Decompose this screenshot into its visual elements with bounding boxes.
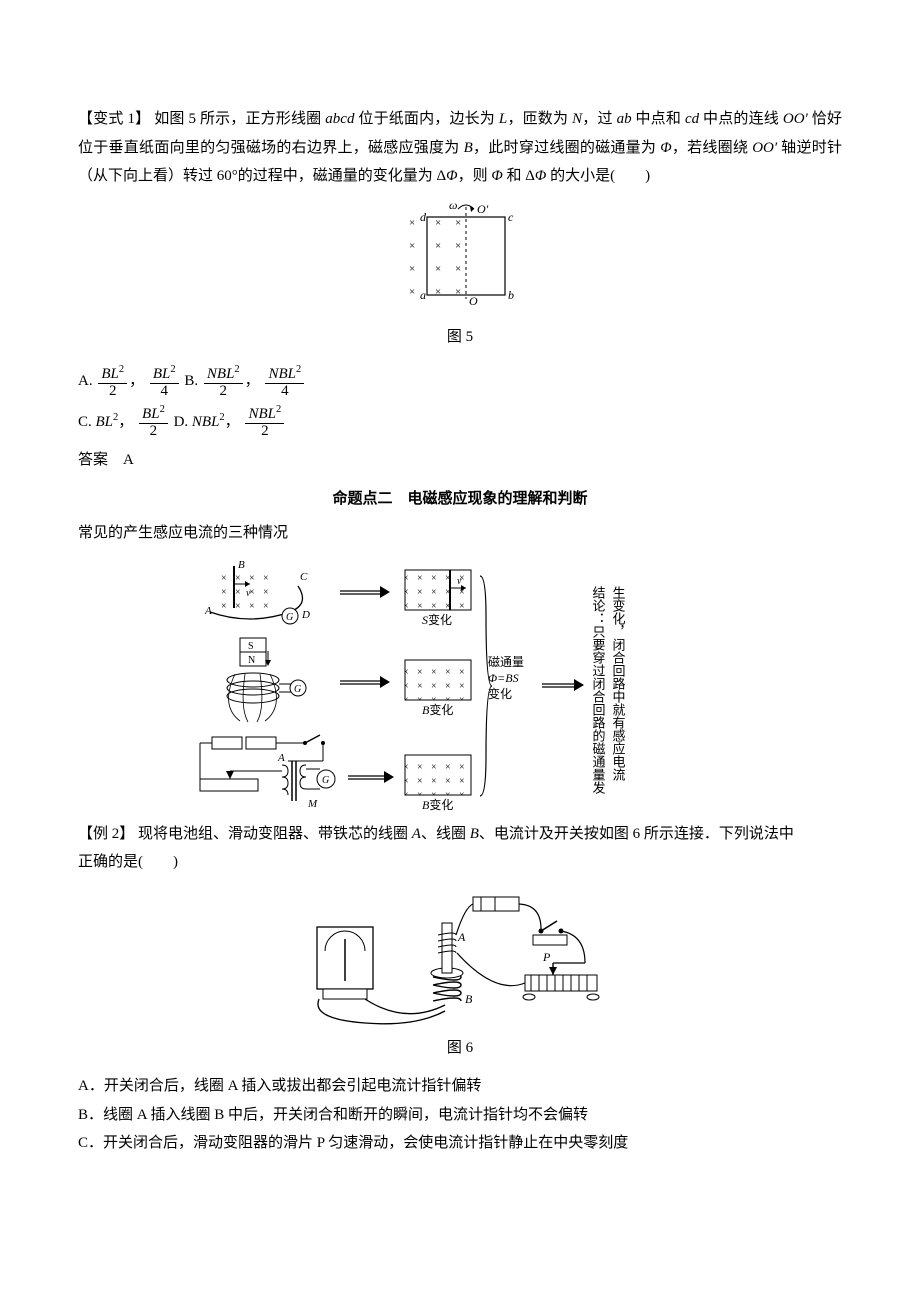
svg-text:×: ×	[455, 263, 461, 275]
opt-A-frac2: BL24	[150, 364, 179, 400]
svg-text:D: D	[301, 609, 310, 621]
svg-text:×: ×	[435, 286, 441, 298]
opt-D-frac2: NBL22	[245, 404, 284, 440]
conclusion-col2: 生变化，闭合回路中就有感应电流	[611, 586, 626, 781]
fig5-d: d	[420, 210, 427, 224]
opt2-C: C．开关闭合后，滑动变阻器的滑片 P 匀速滑动，会使电流计指针静止在中央零刻度	[78, 1129, 842, 1158]
opt-B-frac2: NBL24	[265, 364, 304, 400]
opt2-B: B．线圈 A 插入线圈 B 中后，开关闭合和断开的瞬间，电流计指针均不会偏转	[78, 1101, 842, 1130]
fig6-P: P	[542, 950, 551, 964]
fig5-O: O	[469, 294, 478, 308]
svg-text:×: ×	[435, 240, 441, 252]
figure5: × × × × × × × × × × × × d c a b O O′ ω	[78, 199, 842, 319]
opt-B-prefix: B.	[184, 373, 198, 389]
fig5-c: c	[508, 210, 514, 224]
section2-subhead: 常见的产生感应电流的三种情况	[78, 519, 842, 548]
svg-text:×: ×	[409, 217, 415, 229]
diagram-main: × G A B C D v v S变化	[78, 556, 842, 816]
svg-text:×: ×	[455, 240, 461, 252]
opt-B-frac1: NBL22	[204, 364, 243, 400]
svg-text:v: v	[246, 588, 251, 599]
opt2-A: A．开关闭合后，线圈 A 插入或拔出都会引起电流计指针偏转	[78, 1072, 842, 1101]
figure5-svg: × × × × × × × × × × × × d c a b O O′ ω	[383, 199, 538, 319]
problem1-stem: 【变式 1】 如图 5 所示，正方形线圈 abcd 位于纸面内，边长为 L，匝数…	[78, 105, 842, 191]
svg-text:×: ×	[455, 286, 461, 298]
problem1-label: 【变式 1】	[78, 111, 150, 127]
svg-text:×: ×	[409, 240, 415, 252]
figure6: A B P	[78, 885, 842, 1030]
conclusion-col1: 结论：只要穿过闭合回路的磁通量发	[591, 586, 606, 794]
svg-text:×: ×	[435, 217, 441, 229]
fig6-A: A	[457, 930, 466, 944]
fig5-omega: ω	[449, 199, 457, 212]
opt-C-frac2: BL22	[139, 404, 168, 440]
svg-text:C: C	[300, 571, 308, 583]
row2-eq: Φ=BS	[488, 671, 519, 685]
svg-text:A: A	[277, 752, 285, 764]
svg-text:A: A	[204, 605, 212, 617]
answer1: 答案 A	[78, 446, 842, 475]
problem2-label: 【例 2】	[78, 826, 134, 842]
svg-text:×: ×	[409, 263, 415, 275]
svg-text:S: S	[248, 641, 254, 652]
figure6-caption: 图 6	[78, 1034, 842, 1063]
svg-text:×: ×	[409, 286, 415, 298]
fig5-Oprime: O′	[477, 202, 489, 216]
figure5-caption: 图 5	[78, 323, 842, 352]
figure6-svg: A B P	[305, 885, 615, 1030]
problem1-options-row2: C. BL2， BL22 D. NBL2， NBL22	[78, 402, 842, 443]
svg-text:G: G	[322, 775, 329, 786]
fig5-b: b	[508, 288, 514, 302]
svg-text:v: v	[457, 576, 462, 587]
row3-label: B变化	[422, 797, 453, 812]
svg-text:G: G	[294, 684, 301, 695]
svg-text:N: N	[248, 655, 255, 666]
diagram-main-svg: × G A B C D v v S变化	[190, 556, 730, 816]
svg-text:G: G	[286, 612, 293, 623]
opt-C-term1: BL2	[96, 414, 119, 430]
problem2-stem: 【例 2】 现将电池组、滑动变阻器、带铁芯的线圈 A、线圈 B、电流计及开关按如…	[78, 820, 842, 877]
row1-label: S变化	[422, 612, 452, 627]
svg-text:×: ×	[435, 263, 441, 275]
row2-side1: 磁通量	[488, 654, 524, 669]
opt-D-prefix: D.	[174, 414, 189, 430]
row2-side2: 变化	[488, 686, 512, 701]
opt-C-prefix: C.	[78, 414, 92, 430]
svg-text:M: M	[307, 798, 318, 810]
opt-A-frac1: BL22	[98, 364, 127, 400]
problem1-options-row1: A. BL22， BL24 B. NBL22， NBL24	[78, 361, 842, 402]
section2-title: 命题点二 电磁感应现象的理解和判断	[78, 485, 842, 514]
fig6-B: B	[465, 992, 473, 1006]
row2-label: B变化	[422, 702, 453, 717]
opt-A-prefix: A.	[78, 373, 93, 389]
svg-text:×: ×	[455, 217, 461, 229]
fig5-a: a	[420, 288, 426, 302]
opt-D-term1: NBL2	[192, 414, 225, 430]
svg-text:B: B	[238, 559, 245, 571]
